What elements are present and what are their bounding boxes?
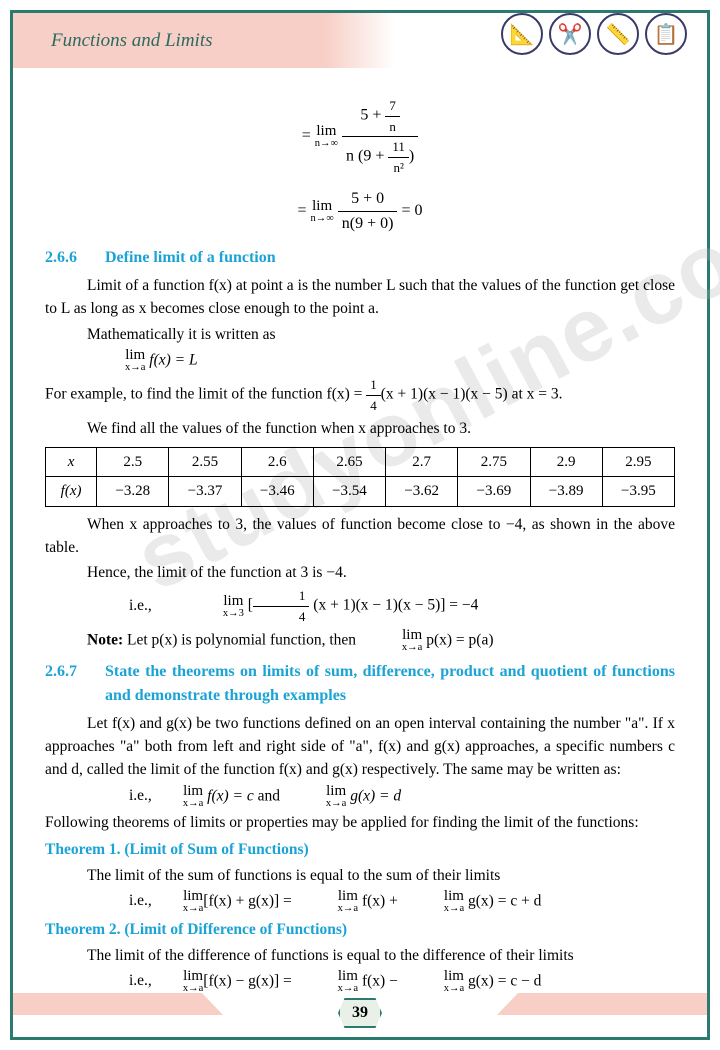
footer-deco-right <box>497 993 707 1015</box>
header-band: Functions and Limits 📐 ✂️ 📏 📋 <box>13 13 707 68</box>
table-row: f(x)−3.28−3.37−3.46−3.54−3.62−3.69−3.89−… <box>46 477 675 507</box>
theorem-1-body: The limit of the sum of functions is equ… <box>45 864 675 887</box>
s266-p2: Mathematically it is written as <box>45 323 675 346</box>
lim-op: limn→∞ <box>315 124 338 150</box>
clipboard-icon: 📋 <box>645 13 687 55</box>
section-num: 2.6.6 <box>45 246 87 270</box>
s266-eq3: i.e., limx→3 [14 (x + 1)(x − 1)(x − 5)] … <box>45 586 675 626</box>
page-content: = limn→∞ 5 + 7n n (9 + 11n²) = limn→∞ 5 … <box>45 90 675 980</box>
theorem-1-heading: Theorem 1. (Limit of Sum of Functions) <box>45 838 675 861</box>
theorem-2-body: The limit of the difference of functions… <box>45 944 675 967</box>
values-table: x2.52.552.62.652.72.752.92.95 f(x)−3.28−… <box>45 447 675 507</box>
section-266-heading: 2.6.6 Define limit of a function <box>45 246 675 270</box>
theorem-1-eq: i.e., limx→a[f(x) + g(x)] = limx→a f(x) … <box>45 889 675 915</box>
ruler-icon: 📏 <box>597 13 639 55</box>
page-number: 39 <box>338 998 382 1028</box>
compass-icon: ✂️ <box>549 13 591 55</box>
eq2-fraction: 5 + 0 n(9 + 0) <box>338 187 398 236</box>
equation-1: = limn→∞ 5 + 7n n (9 + 11n²) <box>45 96 675 177</box>
section-title: Define limit of a function <box>105 246 276 270</box>
s266-p4: We find all the values of the function w… <box>45 417 675 440</box>
s266-p5: When x approaches to 3, the values of fu… <box>45 513 675 560</box>
s266-p6: Hence, the limit of the function at 3 is… <box>45 561 675 584</box>
geometry-icon: 📐 <box>501 13 543 55</box>
s266-p3: For example, to find the limit of the fu… <box>45 375 675 415</box>
s266-limexpr: limx→a f(x) = L <box>45 348 675 374</box>
theorem-2-heading: Theorem 2. (Limit of Difference of Funct… <box>45 918 675 941</box>
s267-p2: Following theorems of limits or properti… <box>45 811 675 834</box>
eq1-fraction: 5 + 7n n (9 + 11n²) <box>342 96 418 177</box>
section-title: State the theorems on limits of sum, dif… <box>105 660 675 708</box>
lim-op: limn→∞ <box>311 199 334 225</box>
s266-p1: Limit of a function f(x) at point a is t… <box>45 274 675 321</box>
section-num: 2.6.7 <box>45 660 87 708</box>
chapter-title: Functions and Limits <box>13 30 213 52</box>
theorem-2-eq: i.e., limx→a[f(x) − g(x)] = limx→a f(x) … <box>45 969 675 995</box>
table-row: x2.52.552.62.652.72.752.92.95 <box>46 447 675 477</box>
section-267-heading: 2.6.7 State the theorems on limits of su… <box>45 660 675 708</box>
header-icons: 📐 ✂️ 📏 📋 <box>501 13 687 55</box>
s267-eq: i.e., limx→a f(x) = c and limx→a g(x) = … <box>45 784 675 810</box>
s266-note: Note: Let p(x) is polynomial function, t… <box>45 628 675 654</box>
footer-deco-left <box>13 993 223 1015</box>
equation-2: = limn→∞ 5 + 0 n(9 + 0) = 0 <box>45 187 675 236</box>
eq-sign: = <box>302 127 311 144</box>
s267-p1: Let f(x) and g(x) be two functions defin… <box>45 712 675 782</box>
